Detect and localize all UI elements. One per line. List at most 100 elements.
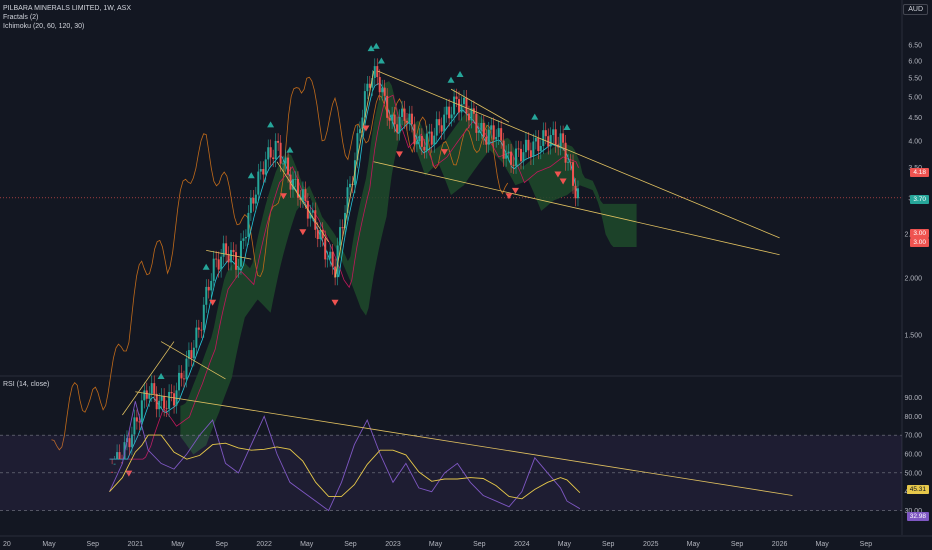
candle-body [311,210,314,213]
candle-body [398,116,401,133]
candle-body [460,104,463,113]
candle-body [482,122,485,137]
candle-body [529,150,532,157]
candle-body [200,329,203,331]
price-tick-label: 1.500 [904,332,922,339]
candle-body [537,137,540,152]
candle-body [264,159,267,175]
candle-body [358,129,361,134]
symbol-title[interactable]: PILBARA MINERALS LIMITED, 1W, ASX [3,5,131,12]
fractal-up [286,146,294,153]
candle-body [505,153,508,159]
fractals-legend[interactable]: Fractals (2) [3,14,39,21]
candle-body [455,96,458,100]
channel-line [450,88,510,123]
candle-body [239,240,242,267]
price-tick-label: 4.50 [908,115,922,122]
currency-selector[interactable]: AUD [903,4,928,15]
fractal-down [395,151,403,158]
candle-body [217,259,220,270]
candle-body [150,383,153,394]
candle-body [497,128,500,137]
candle-body [247,212,250,237]
candle-body [378,77,381,93]
time-tick-label: 20 [3,541,11,548]
candle-body [140,400,143,423]
candle-body [547,136,550,147]
candle-body [386,95,389,118]
candle-body [145,390,148,399]
rsi-tick-label: 90.00 [904,395,922,402]
candle-body [158,400,161,410]
rsi-legend[interactable]: RSI (14, close) [3,381,50,388]
candle-body [292,179,295,190]
candle-body [443,114,446,132]
candle-body [363,91,366,118]
candle-body [425,133,428,151]
time-tick-label: 2023 [385,541,401,548]
candle-body [487,129,490,145]
candle-body [450,114,453,119]
trendlines [122,70,780,416]
candle-body [418,135,421,142]
candle-body [331,251,334,267]
candle-body [133,417,136,435]
fractals [125,42,571,477]
channel-line [276,161,329,243]
candle-body [123,442,126,460]
time-tick-label: 2025 [643,541,659,548]
candle-body [393,114,396,125]
candle-body [435,119,438,136]
candle-body [522,152,525,162]
candle-body [160,395,163,401]
candle-body [519,148,522,162]
candle-body [128,438,131,448]
candle-body [539,145,542,152]
candle-body [549,135,552,147]
lower-wedge-line [373,161,780,256]
candles [111,58,579,473]
candle-body [534,137,537,142]
candle-body [187,350,190,359]
candle-body [232,249,235,253]
time-tick-label: Sep [87,541,100,548]
fractal-up [267,121,275,128]
candle-body [495,136,498,140]
candle-body [287,157,290,175]
channel-line [160,341,226,380]
candle-body [527,139,530,151]
candle-body [254,194,257,204]
candle-body [113,463,116,465]
candle-body [249,197,252,213]
time-tick-label: Sep [731,541,744,548]
candle-body [485,136,488,145]
candle-body [262,169,265,175]
candle-body [438,119,441,126]
time-tick-label: May [42,541,56,548]
rsi-tick-label: 80.00 [904,414,922,421]
fractal-up [372,42,380,49]
time-tick-label: 2024 [514,541,530,548]
candle-body [480,122,483,131]
candle-body [324,238,327,260]
time-axis: 20 May Sep 2021 May Sep 2022 May Sep 2023 May Sep 20… [0,535,932,548]
ichimoku-legend[interactable]: Ichimoku (20, 60, 120, 30) [3,23,85,30]
candle-body [130,434,133,448]
candle-body [309,212,312,219]
candle-body [500,128,503,141]
rsi-tick-label: 30.00 [904,508,922,515]
rsi-trendline [135,391,793,496]
time-tick-label: Sep [215,541,228,548]
candle-body [458,99,461,113]
candle-body [339,227,342,246]
candle-body [492,125,495,140]
tenkan-line [109,82,579,460]
candle-body [155,393,158,410]
candle-body [178,372,181,391]
candle-body [428,131,431,134]
candle-body [237,266,240,270]
price-tick-label: 6.00 [908,58,922,65]
fractal-up [367,45,375,52]
time-tick-label: May [558,541,572,548]
